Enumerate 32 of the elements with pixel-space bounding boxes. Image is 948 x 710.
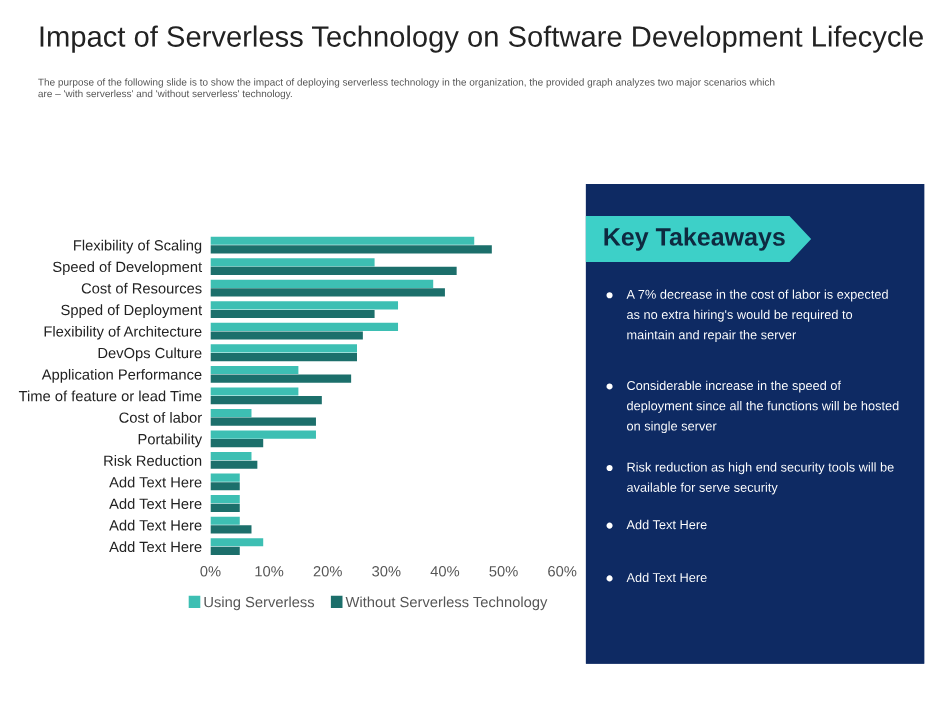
bar [210,516,240,525]
bar [210,546,240,555]
bar [210,288,445,297]
chart-title: Impact of Serverless Technology on Software Development Lifecycle [40,25,923,53]
bar [210,322,399,331]
bar [210,266,457,275]
bar [210,503,240,512]
bar [210,387,299,396]
bar [210,365,299,375]
bar [210,331,363,340]
bar [210,301,399,310]
bar [210,452,252,461]
bar [210,279,434,288]
bar [210,538,264,547]
bar [210,417,316,426]
bar [210,482,240,491]
bar [210,396,322,405]
bar [210,430,316,439]
bar [210,344,357,353]
bar [210,309,375,319]
text: Key Takeaways [604,227,785,251]
bar [210,245,492,254]
bar [210,525,252,534]
bar [210,408,252,418]
bar [210,439,264,448]
bar [210,236,475,245]
bar [210,352,357,362]
bar [210,374,352,383]
bar [210,495,240,504]
bar [210,473,240,482]
bar [210,258,375,267]
bar [210,460,258,469]
